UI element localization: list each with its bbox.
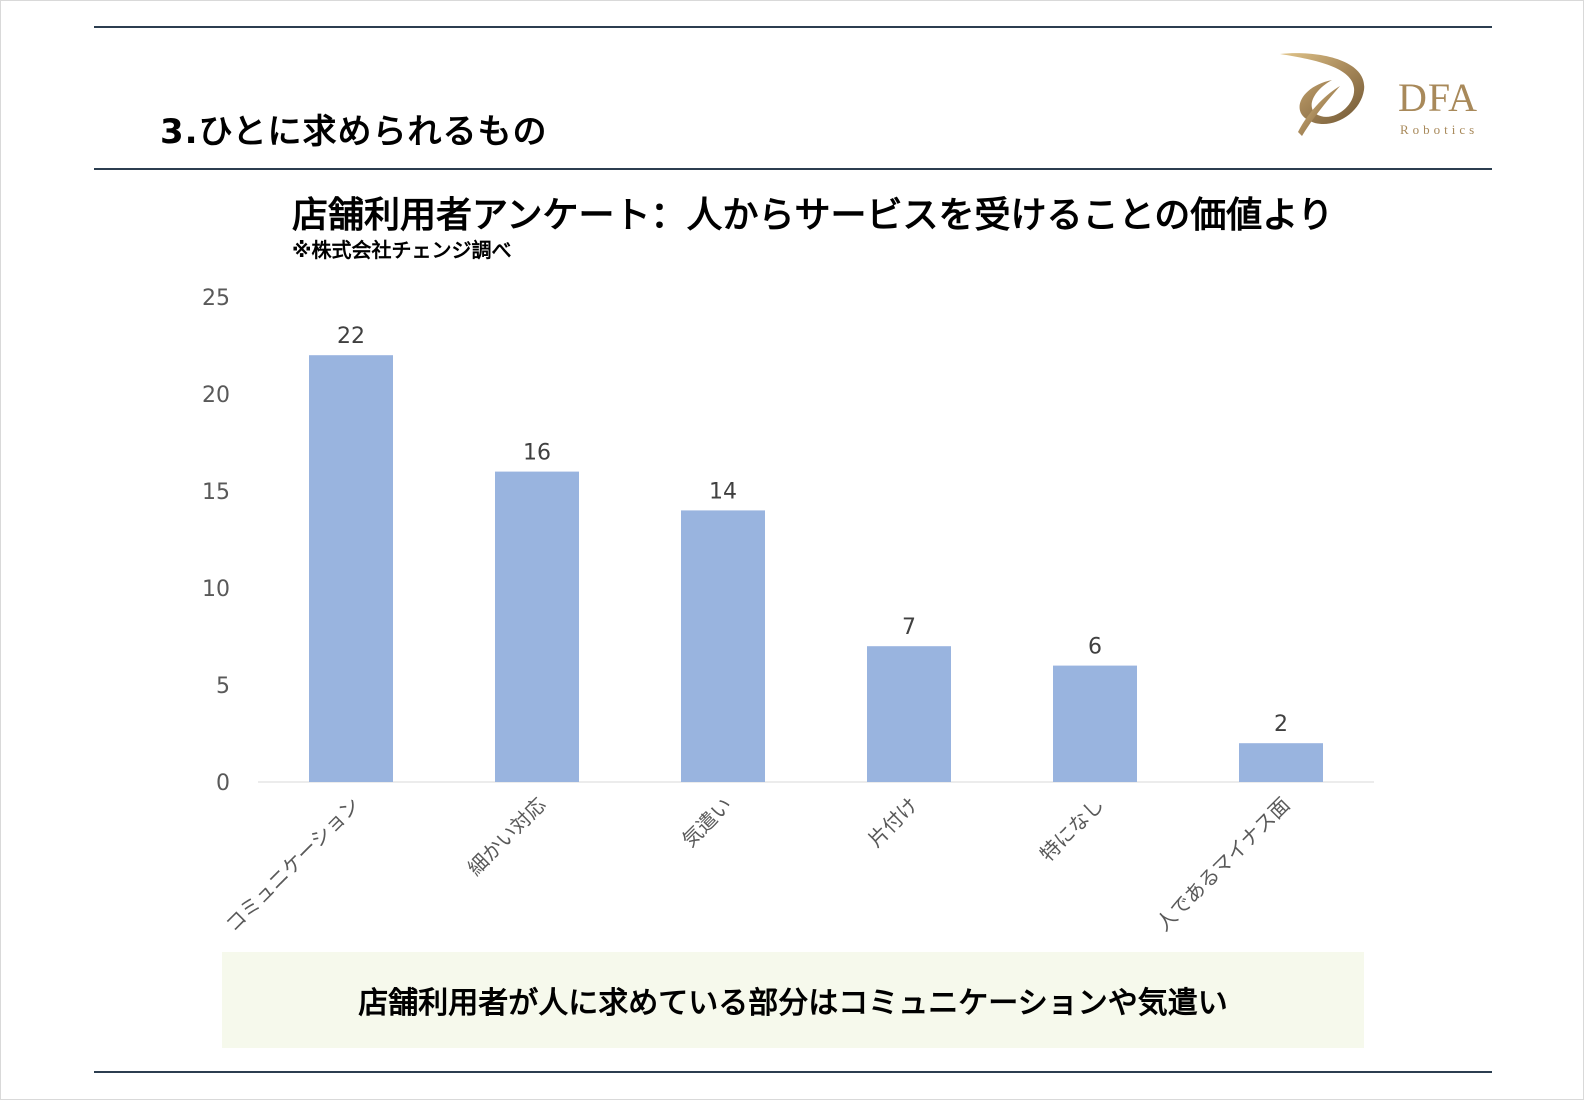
- y-tick-label: 5: [216, 674, 230, 699]
- bar: [867, 646, 951, 782]
- bar: [681, 510, 765, 782]
- logo-subtitle: Robotics: [1400, 122, 1479, 137]
- chart-title: 店舗利用者アンケート：人からサービスを受けることの価値より: [292, 195, 1334, 236]
- y-tick-label: 15: [202, 480, 230, 505]
- logo-name: DFA: [1398, 75, 1479, 120]
- x-tick-label: 片付け: [863, 793, 922, 852]
- header-divider: [94, 168, 1492, 170]
- x-tick-label: 気遣い: [677, 793, 736, 852]
- data-label: 7: [902, 615, 916, 640]
- y-tick-label: 0: [216, 771, 230, 796]
- summary-text: 店舗利用者が人に求めている部分はコミュニケーションや気遣い: [358, 986, 1228, 1021]
- x-tick-label: 人であるマイナス面: [1151, 793, 1294, 936]
- x-tick-label: コミュニケーション: [221, 793, 365, 937]
- slide-title: 3.ひとに求められるもの: [160, 112, 548, 152]
- company-logo: DFA Robotics: [1278, 50, 1498, 150]
- data-label: 2: [1274, 712, 1288, 737]
- y-tick-label: 20: [202, 383, 230, 408]
- top-divider: [94, 26, 1492, 28]
- x-tick-label: 特になし: [1035, 793, 1109, 867]
- bar: [1239, 743, 1323, 782]
- y-tick-label: 10: [202, 577, 230, 602]
- bar: [1053, 665, 1137, 782]
- chart-subtitle: ※株式会社チェンジ調べ: [292, 238, 512, 262]
- summary-box: 店舗利用者が人に求めている部分はコミュニケーションや気遣い: [222, 952, 1364, 1048]
- y-tick-label: 25: [202, 286, 230, 311]
- bar: [309, 355, 393, 782]
- bar: [495, 471, 579, 782]
- bottom-divider: [94, 1071, 1492, 1073]
- swoosh-icon: [1280, 53, 1365, 136]
- data-label: 16: [523, 441, 551, 466]
- x-tick-label: 細かい対応: [463, 793, 551, 881]
- data-label: 14: [709, 479, 737, 504]
- data-label: 6: [1088, 635, 1102, 660]
- data-label: 22: [337, 324, 365, 349]
